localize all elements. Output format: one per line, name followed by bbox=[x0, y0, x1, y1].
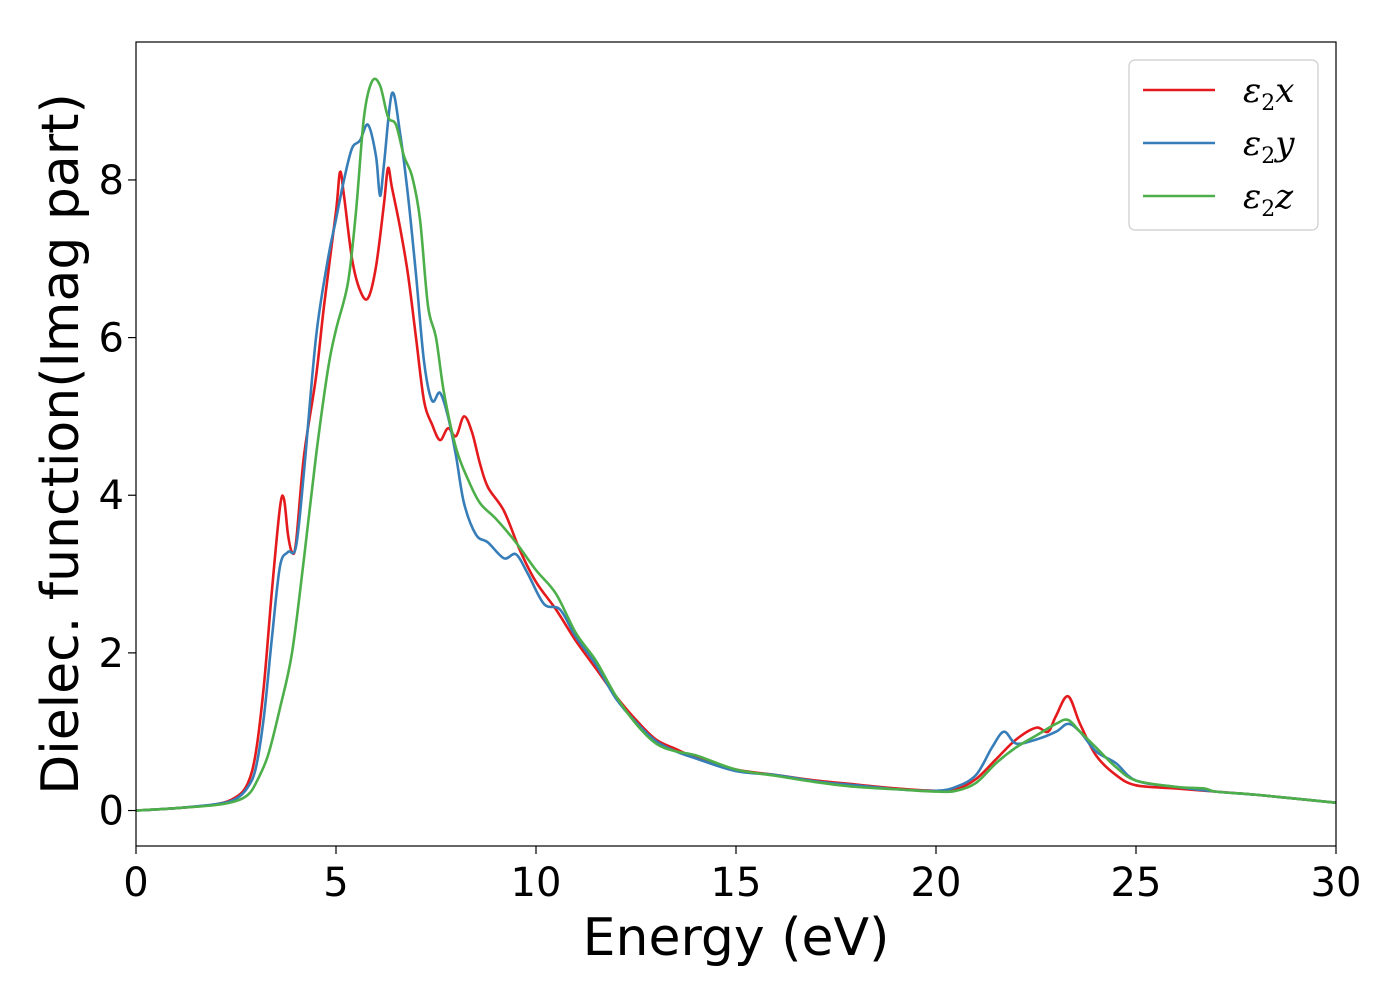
x-tick-label: 5 bbox=[323, 860, 348, 906]
y-tick-label: 0 bbox=[99, 789, 124, 835]
series-lines bbox=[136, 77, 1336, 812]
legend-label-z: ε2z bbox=[1243, 177, 1294, 222]
x-tick-label: 20 bbox=[911, 860, 962, 906]
series-line-z bbox=[136, 77, 1336, 812]
y-tick-label: 4 bbox=[99, 473, 124, 519]
x-axis-title: Energy (eV) bbox=[583, 908, 890, 968]
legend: ε2x ε2y ε2z bbox=[1128, 59, 1319, 231]
y-axis-ticks: 0 2 4 6 8 bbox=[99, 158, 136, 835]
x-tick-label: 15 bbox=[711, 860, 762, 906]
legend-label-x: ε2x bbox=[1243, 71, 1294, 116]
x-tick-label: 25 bbox=[1111, 860, 1162, 906]
x-tick-label: 0 bbox=[123, 860, 148, 906]
legend-label-y: ε2y bbox=[1243, 124, 1295, 169]
x-tick-label: 10 bbox=[511, 860, 562, 906]
y-tick-label: 8 bbox=[99, 158, 124, 204]
y-tick-label: 6 bbox=[99, 316, 124, 362]
x-tick-label: 30 bbox=[1311, 860, 1362, 906]
y-axis-title: Dielec. function(Imag part) bbox=[31, 93, 91, 795]
x-axis-ticks: 0 5 10 15 20 25 30 bbox=[123, 846, 1361, 906]
y-tick-label: 2 bbox=[99, 631, 124, 677]
legend-box bbox=[1128, 59, 1319, 231]
series-line-x bbox=[136, 166, 1336, 812]
